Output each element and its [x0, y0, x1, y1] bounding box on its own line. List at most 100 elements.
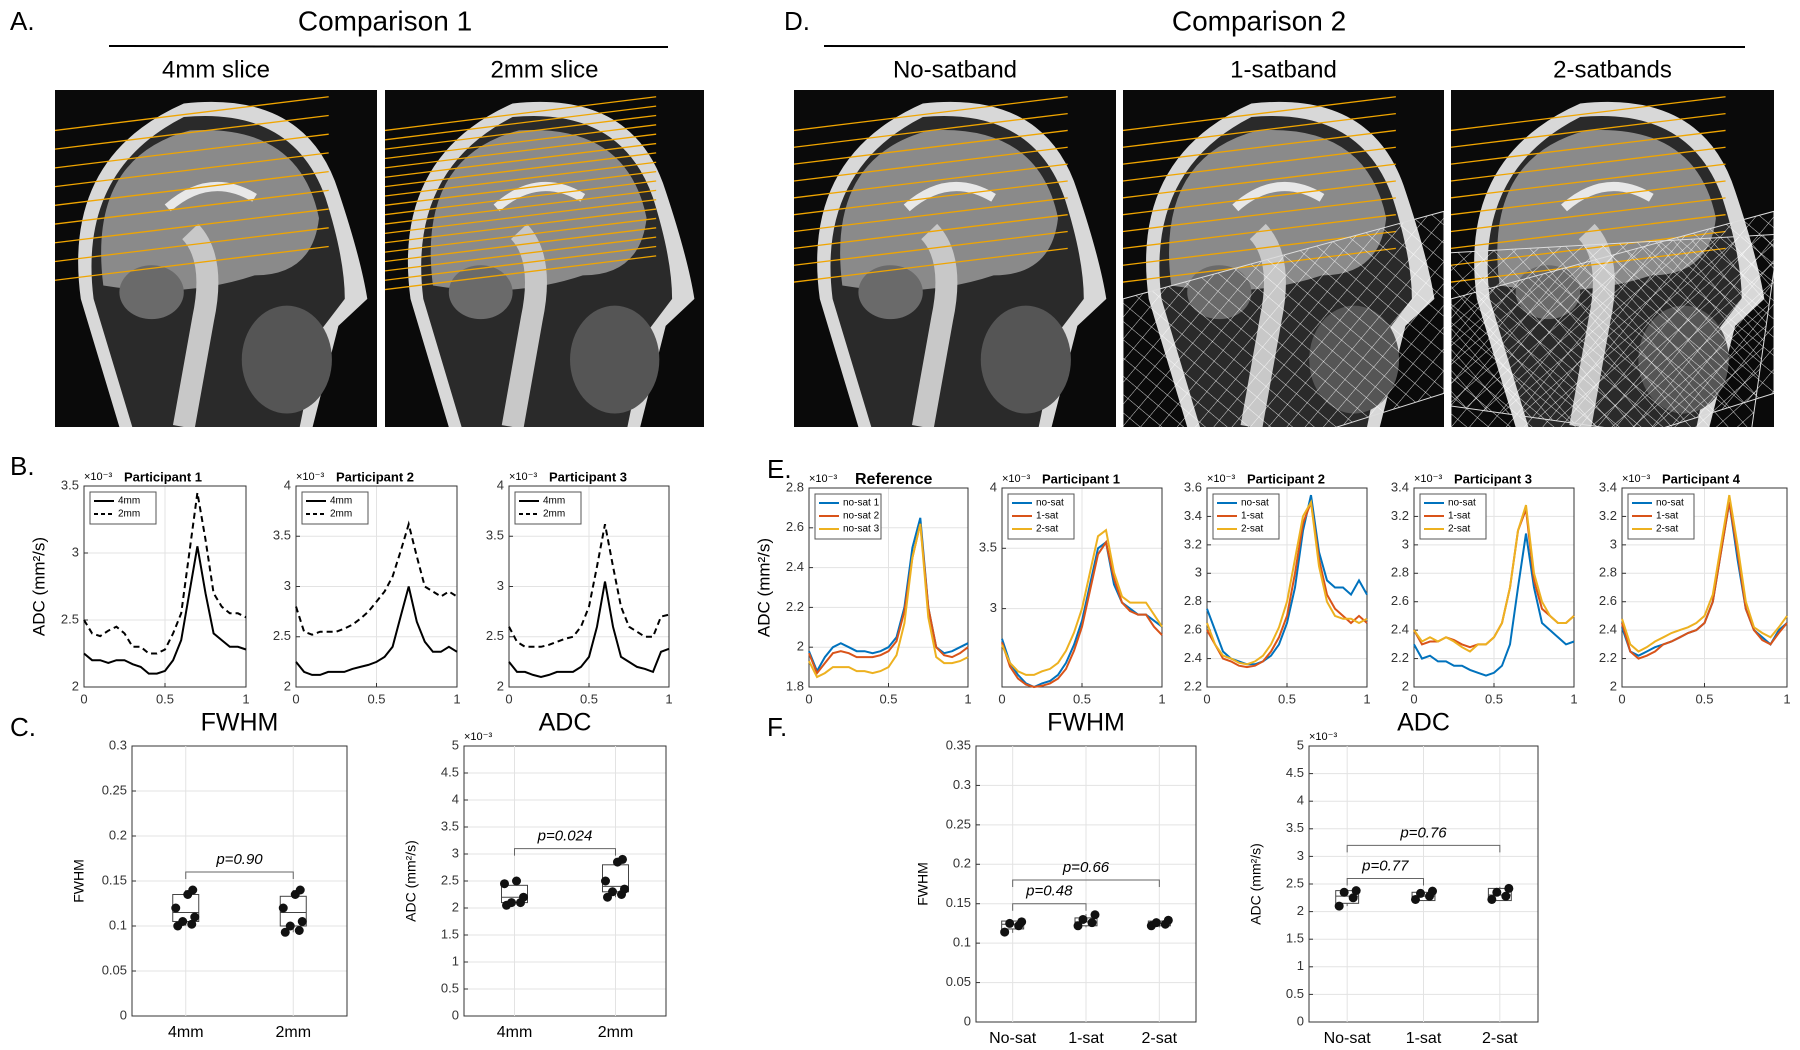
- legend-label: no-sat 3: [843, 524, 880, 535]
- y-tick-label: 0.15: [946, 895, 971, 910]
- y-tick-label: 2: [72, 678, 79, 693]
- data-point: [1334, 901, 1344, 911]
- y-tick-label: 4.5: [441, 764, 459, 779]
- data-line: [1413, 504, 1575, 653]
- x-tick-label: 0: [1410, 691, 1417, 706]
- slice-line: [385, 96, 657, 132]
- data-point: [278, 903, 288, 913]
- data-point: [1348, 893, 1358, 903]
- plot-frame: [131, 745, 348, 1017]
- slice-line: [55, 170, 329, 206]
- legend-label: 4mm: [118, 496, 140, 507]
- bracket: [185, 871, 294, 879]
- data-line: [1621, 502, 1788, 660]
- data-point: [1411, 894, 1420, 904]
- slice-line: [1123, 96, 1396, 132]
- y-tick-label: 0: [964, 1013, 971, 1028]
- x-tick-label: 2mm: [275, 1024, 311, 1041]
- slice-line: [794, 112, 1068, 148]
- x-tick-label: 1: [1363, 691, 1370, 706]
- slice-line: [1123, 214, 1396, 250]
- plot-frame: [463, 745, 667, 1017]
- panel-label: C.: [10, 712, 36, 742]
- x-tick-label: 4mm: [497, 1024, 533, 1041]
- slice-line: [794, 163, 1068, 199]
- x-tick-label: 0.5: [1278, 691, 1296, 706]
- slice-line: [385, 227, 657, 263]
- data-point: [190, 912, 200, 922]
- plot-frame: [1413, 487, 1575, 688]
- data-line: [295, 586, 458, 676]
- y-tick-label: 0.2: [109, 827, 127, 842]
- data-point: [1087, 918, 1097, 928]
- corpus: [1232, 182, 1325, 212]
- corpus: [1561, 182, 1654, 212]
- image-title: 2mm slice: [490, 56, 598, 83]
- data-point: [1163, 915, 1173, 925]
- x-tick-label: No-sat: [989, 1030, 1037, 1047]
- data-point: [1487, 894, 1497, 904]
- x-tick-label: 0.5: [1485, 691, 1503, 706]
- data-line: [508, 581, 670, 679]
- x-tick-label: 0: [998, 691, 1005, 706]
- y-tick-label: 0.3: [109, 737, 127, 752]
- y-tick-label: 3: [1297, 848, 1304, 863]
- legend-label: no-sat 1: [843, 498, 880, 509]
- chart-title: Participant 2: [1247, 471, 1325, 486]
- slice-line: [55, 208, 329, 244]
- panel-label: A.: [10, 6, 35, 36]
- y-tick-label: 3: [990, 600, 997, 615]
- y-tick-label: 0.3: [953, 777, 971, 792]
- y-tick-label: 3.4: [1391, 479, 1409, 494]
- chart-title: ADC: [1397, 709, 1450, 737]
- chart-title: Participant 3: [549, 469, 627, 484]
- plot-frame: [1206, 487, 1368, 688]
- comparison-title: Comparison 2: [1172, 5, 1346, 36]
- y-tick-label: 2.4: [1184, 650, 1202, 665]
- y-tick-label: 4: [452, 791, 459, 806]
- y-axis-label: ADC (mm²/s): [754, 538, 773, 637]
- slice-line: [385, 189, 657, 225]
- plot-frame: [295, 485, 458, 688]
- image-title: 1-satband: [1230, 56, 1337, 83]
- x-tick-label: 1: [242, 691, 249, 706]
- slice-line: [1451, 180, 1726, 216]
- cerebellum: [119, 265, 184, 320]
- legend-label: 2-sat: [1241, 524, 1263, 535]
- data-line: [83, 546, 247, 675]
- y-axis-label: FWHM: [71, 859, 87, 903]
- slice-line: [385, 133, 657, 169]
- data-point: [1000, 927, 1010, 937]
- legend-label: 2mm: [118, 509, 140, 520]
- p-value: p=0.024: [537, 828, 593, 845]
- y-tick-label: 0.05: [102, 962, 127, 977]
- y-tick-label: 3: [1195, 565, 1202, 580]
- x-tick-label: 0: [805, 691, 812, 706]
- y-tick-label: 2: [1610, 678, 1617, 693]
- y-tick-label: 3: [284, 578, 291, 593]
- mri-image: [385, 90, 704, 427]
- data-line: [1413, 533, 1575, 677]
- legend-label: 2mm: [330, 509, 352, 520]
- slice-line: [385, 152, 657, 188]
- slice-line: [55, 189, 329, 225]
- legend-label: 4mm: [543, 496, 565, 507]
- slice-line: [1123, 180, 1396, 216]
- axis-multiplier: ×10⁻³: [509, 471, 537, 483]
- y-tick-label: 2.6: [1184, 622, 1202, 637]
- mri-image: [1123, 90, 1444, 427]
- x-tick-label: 0.5: [580, 691, 598, 706]
- y-tick-label: 0: [452, 1007, 459, 1022]
- legend-label: 2mm: [543, 509, 565, 520]
- data-point: [1351, 886, 1361, 896]
- slice-line: [794, 96, 1068, 132]
- slice-line: [385, 170, 657, 206]
- y-tick-label: 3.4: [1599, 479, 1617, 494]
- y-tick-label: 3.2: [1599, 508, 1617, 523]
- y-tick-label: 2.4: [1599, 622, 1617, 637]
- y-tick-label: 1: [1297, 958, 1304, 973]
- y-tick-label: 1.8: [786, 678, 804, 693]
- y-tick-label: 4.5: [1286, 765, 1304, 780]
- y-tick-label: 2.8: [1599, 565, 1617, 580]
- y-tick-label: 0: [120, 1007, 127, 1022]
